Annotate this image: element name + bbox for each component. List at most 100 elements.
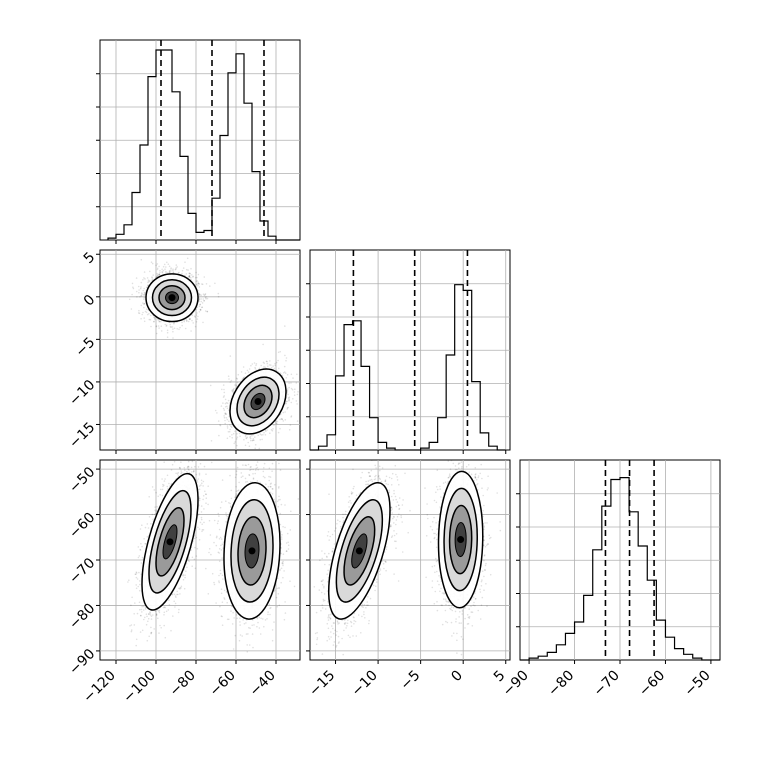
sample-point: [246, 436, 249, 439]
y-tick-label: 0: [81, 292, 99, 310]
sample-point: [155, 512, 157, 515]
sample-point: [263, 362, 266, 365]
sample-point: [192, 470, 195, 473]
sample-point: [200, 294, 202, 297]
sample-point: [169, 323, 171, 326]
sample-point: [254, 366, 256, 369]
sample-point: [154, 506, 156, 508]
sample-point: [178, 271, 180, 274]
sample-point: [303, 400, 305, 402]
sample-point: [292, 398, 294, 400]
sample-point: [277, 359, 279, 362]
sample-point: [170, 270, 172, 272]
sample-point: [224, 398, 227, 401]
sample-point: [229, 424, 231, 426]
sample-point: [141, 313, 143, 316]
sample-point: [264, 366, 267, 369]
sample-point: [145, 286, 148, 289]
sample-point: [296, 393, 299, 396]
sample-point: [144, 616, 146, 619]
sample-point: [262, 434, 264, 436]
sample-point: [205, 283, 208, 285]
sample-point: [198, 283, 201, 285]
sample-point: [219, 424, 221, 426]
sample-point: [186, 320, 188, 323]
sample-point: [250, 364, 252, 367]
sample-point: [141, 545, 143, 548]
sample-point: [170, 326, 172, 328]
sample-point: [196, 306, 199, 309]
sample-point: [166, 331, 169, 334]
sample-point: [199, 497, 201, 500]
x-tick-label: −50: [682, 668, 714, 700]
sample-point: [266, 429, 268, 431]
sample-point: [191, 556, 194, 559]
sample-point: [187, 269, 189, 271]
sample-point: [168, 270, 171, 272]
sample-point: [262, 343, 264, 346]
sample-point: [254, 368, 257, 370]
sample-point: [160, 325, 163, 328]
sample-point: [181, 272, 183, 275]
sample-point: [204, 296, 207, 299]
sample-point: [226, 407, 229, 410]
sample-point: [230, 379, 233, 382]
sample-point: [244, 444, 247, 447]
sample-point: [196, 318, 199, 320]
sample-point: [232, 388, 234, 391]
sample-point: [158, 265, 160, 268]
sample-point: [199, 303, 201, 306]
sample-point: [204, 310, 207, 312]
sample-point: [234, 430, 236, 433]
sample-point: [203, 521, 205, 524]
sample-point: [290, 416, 292, 418]
cluster-0: [127, 460, 231, 647]
sample-point: [195, 283, 198, 286]
sample-point: [142, 289, 144, 292]
sample-point: [158, 320, 161, 323]
sample-point: [209, 285, 211, 287]
sample-point: [140, 294, 143, 297]
sample-point: [284, 354, 286, 357]
sample-point: [199, 293, 201, 296]
sample-point: [206, 297, 209, 300]
sample-point: [236, 438, 238, 440]
sample-point: [202, 293, 205, 296]
sample-point: [296, 373, 298, 376]
sample-point: [158, 273, 161, 276]
sample-point: [164, 268, 166, 271]
sample-point: [175, 268, 177, 270]
sample-point: [198, 286, 201, 288]
sample-point: [238, 432, 241, 435]
sample-point: [250, 439, 252, 442]
sample-point: [163, 461, 165, 464]
sample-point: [130, 629, 133, 631]
sample-point: [293, 394, 296, 397]
sample-point: [219, 424, 222, 427]
sample-point: [197, 315, 199, 318]
sample-point: [233, 387, 235, 390]
sample-point: [175, 267, 177, 269]
sample-point: [149, 314, 152, 317]
sample-point: [281, 418, 283, 420]
sample-point: [285, 357, 288, 359]
sample-point: [165, 325, 168, 327]
sample-point: [230, 425, 232, 428]
sample-point: [199, 303, 202, 306]
sample-point: [223, 416, 226, 419]
sample-point: [190, 278, 192, 281]
y-tick-label: −15: [66, 420, 98, 452]
sample-point: [173, 321, 175, 324]
sample-point: [137, 285, 140, 288]
sample-point: [217, 420, 220, 422]
sample-point: [209, 384, 212, 387]
sample-point: [145, 613, 148, 615]
sample-point: [159, 320, 162, 323]
sample-point: [150, 325, 152, 328]
sample-point: [235, 377, 238, 380]
sample-point: [132, 286, 134, 289]
cluster-0: [128, 257, 220, 339]
sample-point: [152, 274, 154, 276]
sample-point: [236, 444, 238, 447]
sample-point: [254, 447, 256, 450]
